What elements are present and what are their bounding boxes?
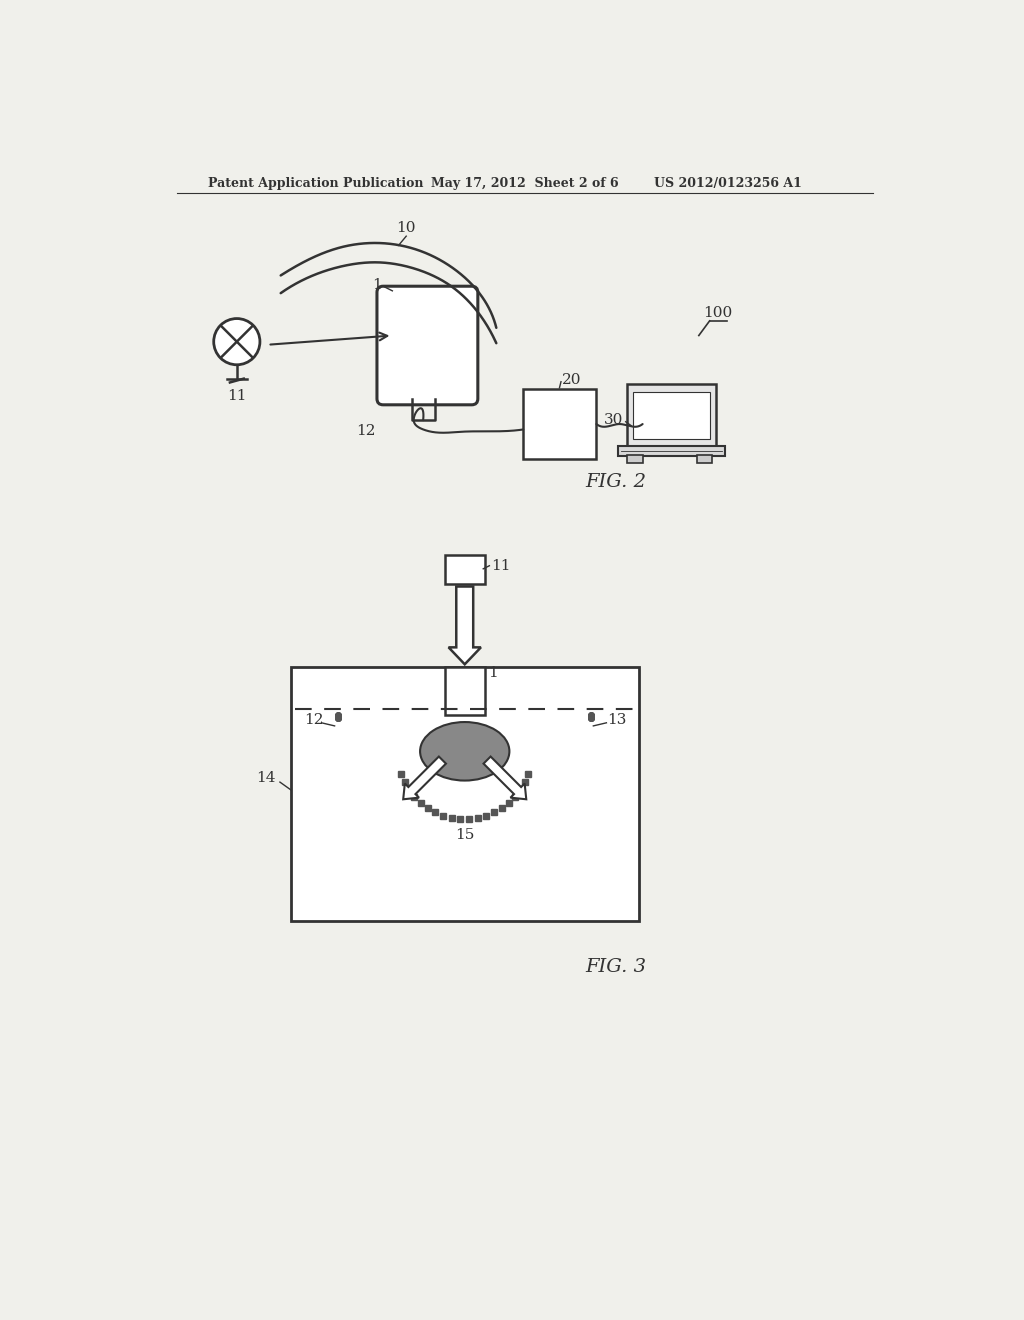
Text: Patent Application Publication: Patent Application Publication: [208, 177, 423, 190]
Text: 15: 15: [455, 829, 474, 842]
FancyArrow shape: [449, 586, 481, 664]
Text: 13: 13: [607, 714, 627, 727]
Text: May 17, 2012  Sheet 2 of 6: May 17, 2012 Sheet 2 of 6: [431, 177, 618, 190]
Bar: [633, 392, 711, 440]
FancyArrow shape: [403, 756, 445, 800]
Text: 100: 100: [702, 306, 732, 321]
Text: 10: 10: [396, 222, 416, 235]
Text: FIG. 3: FIG. 3: [585, 958, 646, 975]
Text: FIG. 2: FIG. 2: [585, 473, 646, 491]
Text: 11: 11: [227, 389, 247, 404]
Text: 1: 1: [372, 279, 382, 293]
Bar: [444, 554, 484, 585]
Polygon shape: [617, 446, 725, 457]
Text: 12: 12: [355, 424, 375, 438]
Text: 12: 12: [304, 714, 324, 727]
Bar: [628, 455, 643, 462]
Text: 30: 30: [604, 413, 624, 428]
Bar: [444, 667, 484, 715]
Text: 20: 20: [562, 374, 582, 387]
Text: 14: 14: [256, 771, 275, 785]
Circle shape: [214, 318, 260, 364]
FancyBboxPatch shape: [377, 286, 478, 405]
Text: 1: 1: [488, 665, 499, 680]
Bar: [696, 455, 712, 462]
Bar: [523, 389, 596, 459]
Ellipse shape: [420, 722, 509, 780]
FancyArrow shape: [483, 756, 526, 800]
Bar: [628, 384, 716, 446]
Text: US 2012/0123256 A1: US 2012/0123256 A1: [654, 177, 802, 190]
Bar: [291, 667, 639, 921]
Text: 11: 11: [490, 560, 510, 573]
